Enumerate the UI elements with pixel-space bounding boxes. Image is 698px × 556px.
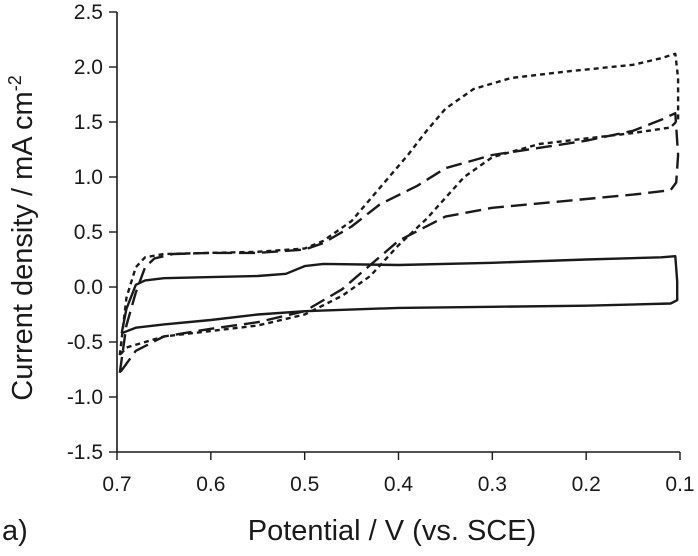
x-axis-title: Potential / V (vs. SCE) <box>248 515 537 547</box>
y-axis-title-main: Current density / mA cm <box>7 91 39 400</box>
y-tick-label: 1.0 <box>74 166 103 189</box>
y-axis-title: Current density / mA cm-2 <box>5 75 39 400</box>
y-axis-title-superscript: -2 <box>5 75 25 91</box>
x-tick-label: 0.6 <box>196 473 225 496</box>
x-axis-ticks: 0.7 0.6 0.5 0.4 0.3 0.2 0.1 <box>102 452 695 496</box>
x-tick-label: 0.2 <box>572 473 601 496</box>
y-tick-label: 0.5 <box>74 221 103 244</box>
y-tick-label: 1.5 <box>74 111 103 134</box>
series-line-short-dash <box>118 52 680 356</box>
x-tick-label: 0.4 <box>384 473 414 496</box>
y-tick-label: -1.5 <box>67 441 103 464</box>
x-tick-label: 0.7 <box>102 473 131 496</box>
series-line-long-dash <box>118 112 680 374</box>
y-axis-ticks: -1.5 -1.0 -0.5 0.0 0.5 1.0 1.5 2.0 2.5 <box>67 1 117 464</box>
x-tick-label: 0.3 <box>478 473 507 496</box>
panel-label: a) <box>2 515 28 547</box>
y-tick-label: 2.5 <box>74 1 103 24</box>
x-tick-label: 0.5 <box>290 473 319 496</box>
y-tick-label: 0.0 <box>74 276 103 299</box>
x-tick-label: 0.1 <box>665 473 694 496</box>
y-tick-label: -0.5 <box>67 331 103 354</box>
plot-axes <box>116 12 680 453</box>
y-tick-label: -1.0 <box>67 386 103 409</box>
data-series <box>118 52 680 374</box>
y-tick-label: 2.0 <box>74 56 103 79</box>
series-line-solid <box>120 255 679 335</box>
